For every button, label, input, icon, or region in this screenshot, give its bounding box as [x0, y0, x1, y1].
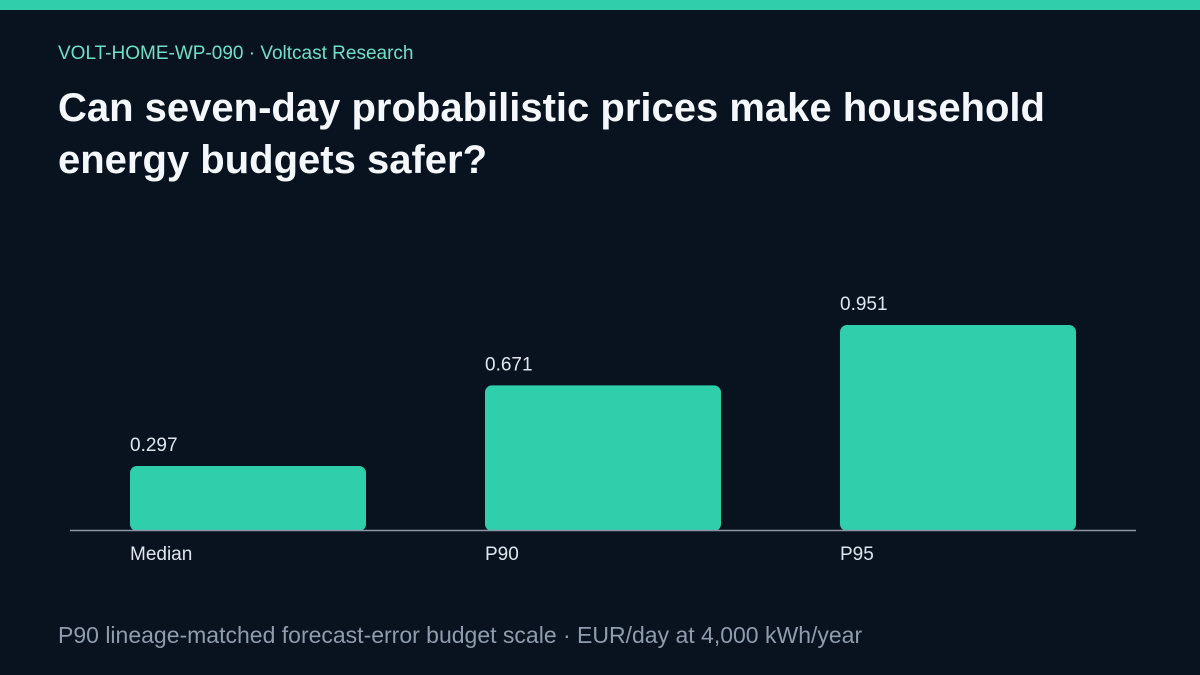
bar-p95 — [840, 325, 1076, 531]
bar-p90 — [485, 385, 721, 531]
bar-chart: 0.297 Median 0.671 P90 0.951 P95 — [70, 294, 1136, 565]
category-label: Median — [130, 544, 192, 565]
bar-median — [130, 465, 366, 531]
chart-headline: Can seven-day probabilistic prices make … — [58, 86, 1045, 182]
report-eyebrow: VOLT-HOME-WP-090 · Voltcast Research — [58, 43, 414, 64]
chart-footnote: P90 lineage-matched forecast-error budge… — [58, 622, 863, 648]
value-label: 0.671 — [485, 354, 533, 375]
value-label: 0.951 — [840, 294, 888, 315]
category-label: P95 — [840, 544, 874, 565]
value-label: 0.297 — [130, 435, 178, 456]
category-label: P90 — [485, 544, 519, 565]
top-accent-bar — [0, 0, 1200, 10]
